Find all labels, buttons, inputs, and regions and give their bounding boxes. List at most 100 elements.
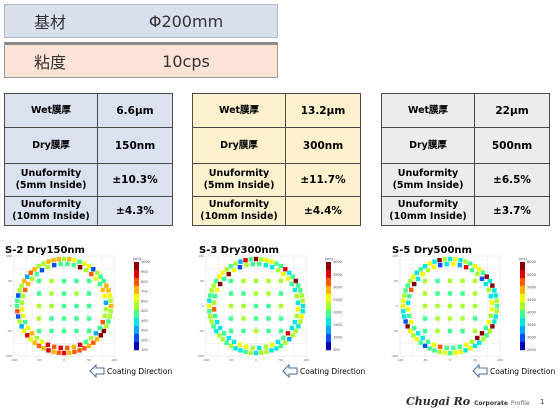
measurement-point xyxy=(211,283,216,288)
measurement-point xyxy=(422,264,428,269)
wet-thickness-label: Wet膜厚 xyxy=(381,93,475,128)
measurement-point xyxy=(56,257,61,262)
measurement-point xyxy=(401,314,407,319)
measurement-point xyxy=(442,350,447,355)
measurement-point xyxy=(77,348,82,353)
measurement-point xyxy=(415,331,421,336)
colorbar-segment xyxy=(134,286,139,295)
measurement-point xyxy=(29,276,35,281)
measurement-point xyxy=(300,309,305,314)
colorbar-segment xyxy=(520,294,525,303)
uniformity-10mm-value: ±4.3% xyxy=(97,196,173,226)
wet-thickness-label: Wet膜厚 xyxy=(4,93,98,128)
colorbar-tick-label: 6000 xyxy=(527,260,536,264)
measurement-point xyxy=(98,333,103,338)
measurement-point xyxy=(46,348,51,353)
measurement-point xyxy=(82,346,87,351)
measurement-point xyxy=(102,293,108,299)
measurement-point xyxy=(435,328,440,334)
measurement-point xyxy=(214,328,219,334)
measurement-point xyxy=(472,303,478,309)
uniformity-5mm-value: ±6.5% xyxy=(474,163,550,197)
measurement-point xyxy=(408,278,413,284)
measurement-point xyxy=(475,271,480,277)
measurement-point xyxy=(472,343,478,348)
measurement-point xyxy=(266,303,271,309)
measurement-point xyxy=(61,291,67,296)
measurement-point xyxy=(292,319,298,325)
measurement-point xyxy=(228,278,234,284)
colorbar-segment xyxy=(134,262,139,271)
measurement-point xyxy=(253,350,259,356)
measurement-point xyxy=(484,333,489,338)
measurement-point xyxy=(295,300,301,305)
measurement-point xyxy=(45,342,51,348)
measurement-point xyxy=(25,333,30,338)
measurement-point xyxy=(484,274,489,279)
measurement-point xyxy=(269,348,274,353)
measurement-point xyxy=(278,278,284,284)
measurement-point xyxy=(28,337,33,342)
measurement-point xyxy=(46,259,51,264)
measurement-point xyxy=(422,291,428,296)
axis-tick-label: -100 xyxy=(203,358,210,362)
measurement-point xyxy=(463,264,469,270)
uniformity-10mm-value: ±3.7% xyxy=(474,196,550,226)
colorbar-tick-label: 3000 xyxy=(333,285,342,289)
uniformity-10mm-label: Unuformity (10mm Inside) xyxy=(4,196,98,226)
substrate-row: 基材 Φ200mm xyxy=(4,4,278,38)
colorbar-segment xyxy=(134,270,139,279)
measurement-point xyxy=(490,324,495,329)
uniformity-5mm-value: ±11.7% xyxy=(285,163,361,197)
measurement-point xyxy=(479,331,485,336)
measurement-point xyxy=(241,328,246,334)
measurement-point xyxy=(414,337,419,342)
measurement-point xyxy=(82,261,87,266)
measurement-point xyxy=(241,303,246,309)
axis-tick-label: -100 xyxy=(397,358,404,362)
axis-tick-label: -50 xyxy=(393,329,398,333)
measurement-point xyxy=(206,303,212,309)
measurement-point xyxy=(56,350,61,355)
measurement-point xyxy=(51,349,56,355)
measurement-point xyxy=(292,287,298,293)
colorbar-segment xyxy=(520,342,525,351)
measurement-point xyxy=(472,291,478,296)
measurement-point xyxy=(226,271,231,277)
measurement-point xyxy=(264,349,269,355)
measurement-point xyxy=(211,324,216,329)
measurement-point xyxy=(278,303,284,309)
measurement-point xyxy=(460,328,465,334)
measurement-point xyxy=(17,319,22,324)
axis-tick-label: 100 xyxy=(6,254,12,258)
uniformity-5mm-label: Unuformity (5mm Inside) xyxy=(192,163,286,197)
axis-tick-label: 0 xyxy=(202,304,204,308)
measurement-point xyxy=(39,339,45,345)
measurement-point xyxy=(263,344,269,350)
measurement-point xyxy=(104,324,109,329)
measurement-point xyxy=(269,342,275,348)
colorbar-segment xyxy=(520,270,525,279)
measurement-point xyxy=(475,335,480,341)
colorbar-tick-label: 800 xyxy=(141,280,148,284)
measurement-point xyxy=(237,264,243,270)
measurement-point xyxy=(228,291,234,296)
measurement-point xyxy=(209,319,214,324)
measurement-point xyxy=(61,350,67,356)
measurement-point xyxy=(214,287,220,293)
measurement-point xyxy=(22,319,28,325)
measurement-point xyxy=(411,333,416,338)
measurement-point xyxy=(74,278,79,284)
measurement-point xyxy=(488,313,494,319)
measurement-point xyxy=(469,267,475,273)
axis-tick-label: 100 xyxy=(392,254,398,258)
measurement-point xyxy=(51,262,57,268)
measurement-point xyxy=(486,319,492,325)
axis-tick-label: 0 xyxy=(255,358,257,362)
colorbar-tick-label: 500 xyxy=(333,348,340,352)
measurement-point xyxy=(95,270,100,275)
measurement-point xyxy=(61,278,67,284)
colorbar-segment xyxy=(134,278,139,287)
colorbar-tick-label: 4000 xyxy=(333,260,342,264)
measurement-point xyxy=(243,262,249,268)
